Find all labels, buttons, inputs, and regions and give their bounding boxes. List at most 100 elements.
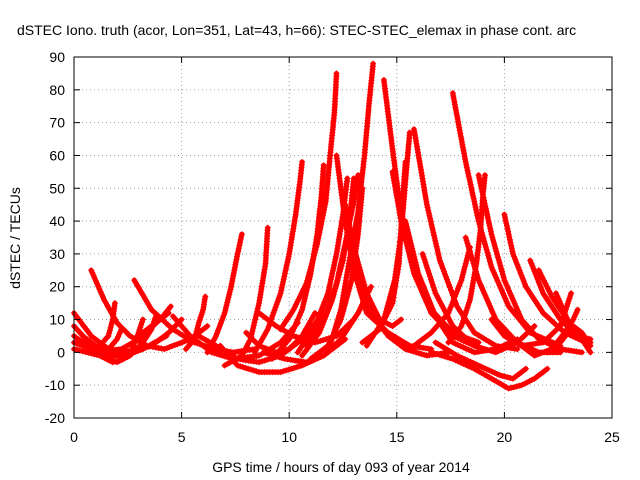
data-point-marker <box>389 285 396 292</box>
data-point-marker <box>387 294 393 300</box>
data-point-marker <box>312 310 318 316</box>
data-point-marker <box>337 306 344 313</box>
data-point-marker <box>494 251 501 258</box>
data-point-marker <box>388 288 395 295</box>
data-point-marker <box>330 265 337 271</box>
data-point-marker <box>417 275 424 282</box>
data-point-marker <box>476 279 483 286</box>
data-point-marker <box>498 287 505 294</box>
data-point-marker <box>196 317 203 324</box>
data-point-marker <box>231 267 238 274</box>
data-point-marker <box>485 217 492 224</box>
data-point-marker <box>102 345 109 352</box>
data-point-marker <box>325 302 332 309</box>
data-point-marker <box>468 254 475 261</box>
data-point-marker <box>328 273 335 280</box>
data-point-marker <box>272 304 279 311</box>
data-point-marker <box>533 273 540 280</box>
data-point-marker <box>158 345 165 352</box>
data-point-marker <box>490 311 497 318</box>
data-point-marker <box>261 331 268 338</box>
data-point-marker <box>331 286 338 292</box>
data-point-marker <box>226 291 233 298</box>
data-point-marker <box>390 282 397 289</box>
data-point-marker <box>287 333 294 340</box>
data-point-marker <box>348 235 355 242</box>
data-point-marker <box>355 261 362 268</box>
data-point-marker <box>531 268 538 275</box>
data-point-marker <box>473 271 480 278</box>
data-point-marker <box>413 349 420 356</box>
data-point-marker <box>435 251 442 258</box>
data-point-marker <box>295 314 302 321</box>
data-point-marker <box>465 243 472 249</box>
data-point-marker <box>343 210 350 217</box>
data-point-marker <box>326 343 333 350</box>
data-point-marker <box>323 293 330 299</box>
data-point-marker <box>277 369 284 376</box>
data-point-marker <box>508 245 515 252</box>
data-point-marker <box>516 382 522 389</box>
data-point-marker <box>508 242 515 249</box>
data-point-marker <box>131 340 138 347</box>
data-point-marker <box>425 210 432 217</box>
data-point-marker <box>488 231 495 238</box>
y-tick-label: 60 <box>49 147 65 163</box>
data-point-marker <box>402 346 409 353</box>
data-point-marker <box>344 213 351 220</box>
data-point-marker <box>250 322 257 329</box>
data-point-marker <box>275 295 282 302</box>
data-point-marker <box>234 362 241 369</box>
data-point-marker <box>479 191 486 198</box>
data-point-marker <box>471 198 478 205</box>
data-point-marker <box>489 234 496 241</box>
data-series <box>553 290 594 356</box>
data-point-marker <box>465 173 472 180</box>
data-point-marker <box>467 178 473 185</box>
data-series <box>303 172 362 349</box>
data-point-marker <box>507 290 514 297</box>
data-point-marker <box>474 212 481 219</box>
data-point-marker <box>257 339 264 346</box>
data-point-marker <box>326 281 333 288</box>
data-point-marker <box>505 228 512 235</box>
data-point-marker <box>455 118 462 125</box>
data-series <box>182 293 209 353</box>
data-point-marker <box>319 212 326 219</box>
data-point-marker <box>428 349 435 356</box>
data-point-marker <box>96 352 103 359</box>
data-point-marker <box>311 252 318 259</box>
data-point-marker <box>361 281 368 288</box>
data-point-marker <box>370 303 377 310</box>
data-point-marker <box>480 235 487 242</box>
data-point-marker <box>354 255 360 262</box>
data-point-marker <box>487 261 494 268</box>
data-point-marker <box>434 246 441 253</box>
data-point-marker <box>191 336 198 343</box>
data-point-marker <box>457 133 464 140</box>
data-point-marker <box>358 270 364 277</box>
data-point-marker <box>308 263 314 270</box>
data-point-marker <box>514 261 521 268</box>
data-point-marker <box>486 258 493 265</box>
x-tick-label: 10 <box>281 429 297 445</box>
data-point-marker <box>429 305 436 312</box>
data-point-marker <box>493 248 500 255</box>
data-point-marker <box>558 303 565 310</box>
data-point-marker <box>521 281 528 287</box>
data-point-marker <box>328 276 334 283</box>
data-point-marker <box>298 290 305 297</box>
data-point-marker <box>320 301 327 308</box>
data-point-marker <box>317 337 324 344</box>
data-point-marker <box>280 368 287 375</box>
data-point-marker <box>321 298 328 305</box>
data-point-marker <box>475 172 482 179</box>
data-point-marker <box>494 254 501 261</box>
data-point-marker <box>318 221 325 228</box>
data-series <box>350 244 405 330</box>
data-point-marker <box>245 365 252 372</box>
data-point-marker <box>447 284 453 291</box>
data-point-marker <box>100 294 106 301</box>
data-point-marker <box>468 184 475 191</box>
data-point-marker <box>108 322 115 328</box>
